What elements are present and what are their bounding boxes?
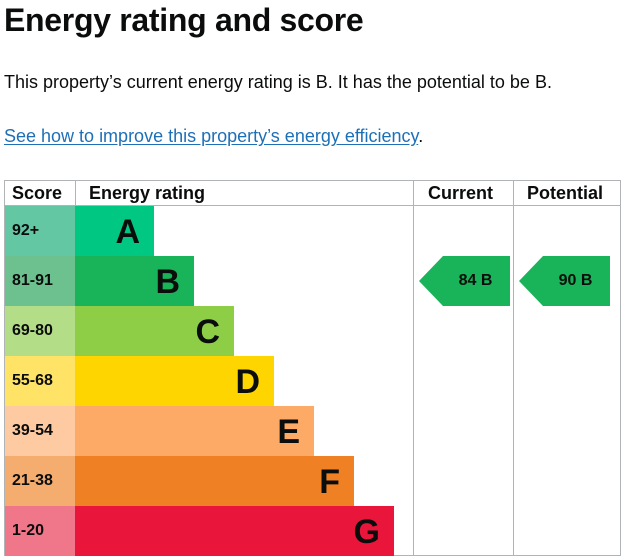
header-divider [5,205,620,206]
energy-rating-header: Energy rating [89,183,206,203]
potential-rating-arrow: 90 B [519,256,610,306]
band-score: 39-54 [5,406,75,456]
band-bar: F [75,456,354,506]
band-bar: C [75,306,234,356]
rating-summary: This property’s current energy rating is… [4,72,552,92]
improve-efficiency-link[interactable]: See how to improve this property’s energ… [4,126,419,146]
band-bar: D [75,356,274,406]
current-rating-arrow: 84 B [419,256,510,306]
current-arrow-shape [419,256,510,306]
score-header: Score [12,183,63,203]
page-title: Energy rating and score [4,2,364,38]
band-bar: B [75,256,194,306]
band-letter: E [277,413,300,451]
improve-link-line: See how to improve this property’s energ… [4,126,423,147]
band-letter: F [319,463,340,501]
band-letter: A [115,213,140,251]
band-bar: G [75,506,394,556]
band-score: 69-80 [5,306,75,356]
band-letter: D [235,363,260,401]
band-score: 21-38 [5,456,75,506]
band-score: 81-91 [5,256,75,306]
band-score: 55-68 [5,356,75,406]
rating-column-divider [413,181,414,555]
current-header: Current [428,183,494,203]
potential-arrow-shape [519,256,610,306]
current-rating-value: 84 B [458,272,493,289]
band-bar: A [75,206,154,256]
potential-header: Potential [527,183,604,203]
current-column-divider [513,181,514,555]
potential-arrow-fill [519,256,610,306]
band-letter: C [195,313,220,351]
energy-rating-chart: Score Energy rating Current Potential 92… [4,180,621,556]
band-score: 92+ [5,206,75,256]
potential-rating-value: 90 B [558,272,593,289]
band-letter: G [353,513,380,551]
band-score: 1-20 [5,506,75,556]
band-letter: B [155,263,180,301]
link-suffix: . [418,126,424,146]
band-bar: E [75,406,314,456]
current-arrow-fill [419,256,510,306]
